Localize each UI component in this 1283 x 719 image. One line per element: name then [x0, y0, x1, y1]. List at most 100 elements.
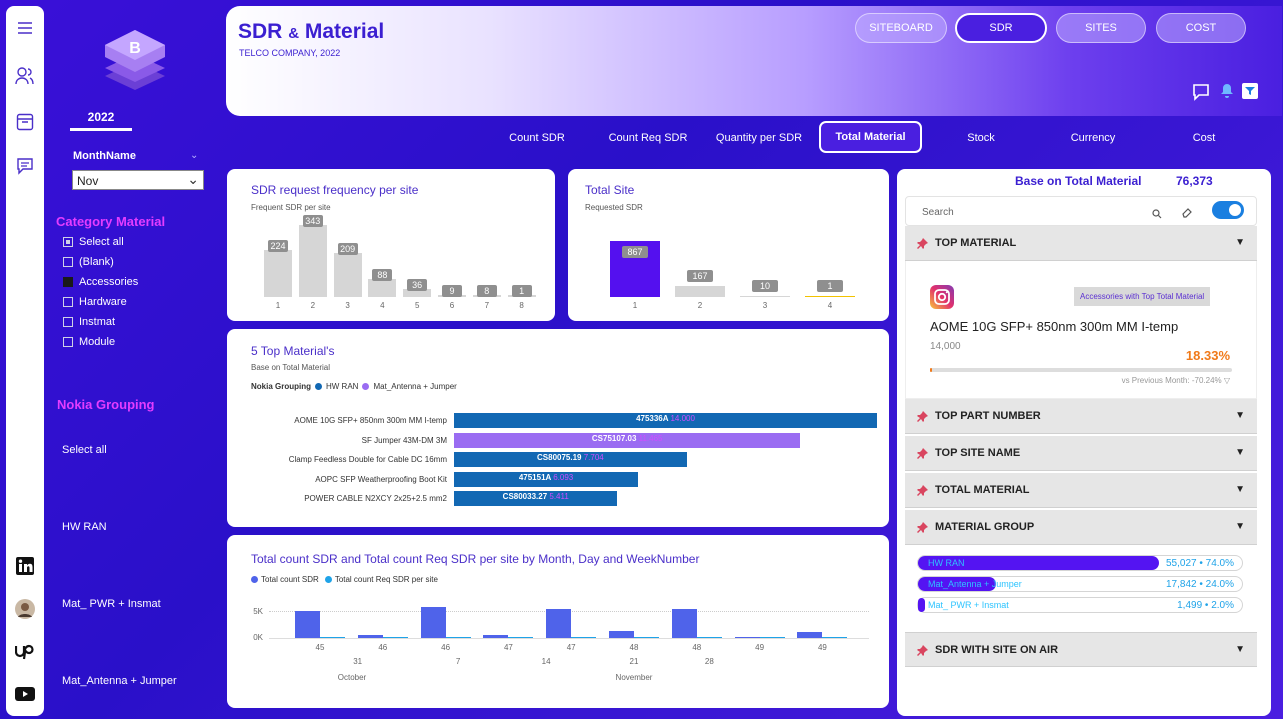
chart-title: SDR request frequency per site [251, 183, 419, 197]
linkedin-icon[interactable] [15, 556, 35, 576]
bar [403, 289, 432, 297]
checkbox[interactable] [63, 337, 73, 347]
tab-quantity-per-sdr[interactable]: Quantity per SDR [715, 132, 803, 144]
archive-icon[interactable] [15, 112, 35, 132]
icon-rail [6, 6, 44, 716]
tick-label: October [337, 673, 367, 682]
category-item-module[interactable]: Module [63, 336, 115, 348]
nav-siteboard[interactable]: SITEBOARD [855, 13, 947, 43]
checkbox[interactable] [63, 257, 73, 267]
sdr-timeline-card: Total count SDR and Total count Req SDR … [227, 535, 889, 708]
tab-count-req-sdr[interactable]: Count Req SDR [608, 132, 688, 144]
bar [634, 637, 659, 638]
tick-label: 14 [541, 657, 551, 666]
menu-icon[interactable] [15, 18, 35, 38]
filter-panel: B 2022 MonthName ⌄ Nov ⌄ Category Materi… [50, 6, 220, 716]
legend-item: HW RAN [326, 382, 359, 391]
bar [675, 286, 725, 297]
section-top-site-name[interactable]: TOP SITE NAME ▼ [905, 436, 1257, 471]
category-item-accessories[interactable]: Accessories [63, 276, 138, 288]
month-select[interactable]: Nov ⌄ [72, 170, 204, 190]
checkbox[interactable] [63, 277, 73, 287]
tab-currency[interactable]: Currency [1070, 132, 1116, 144]
comment-icon[interactable] [1192, 83, 1210, 101]
material-group-value: 1,499 • 2.0% [1177, 600, 1234, 611]
youtube-icon[interactable] [15, 684, 35, 704]
chat-icon[interactable] [15, 156, 35, 176]
category-item-instmat[interactable]: Instmat [63, 316, 115, 328]
section-label: TOP MATERIAL [935, 237, 1017, 249]
section-label: MATERIAL GROUP [935, 521, 1035, 533]
category-item-blank[interactable]: (Blank) [63, 256, 114, 268]
toggle-switch[interactable] [1212, 201, 1244, 219]
month-filter-label: MonthName [73, 150, 136, 162]
title-part: Material [304, 20, 385, 43]
category-item-hardware[interactable]: Hardware [63, 296, 127, 308]
material-group-fill [918, 598, 925, 612]
chart-subtitle: Frequent SDR per site [251, 203, 331, 212]
title-amp: & [288, 25, 300, 42]
header-banner: SDR & Material TELCO COMPANY, 2022 SITEB… [226, 6, 1282, 116]
tab-stock[interactable]: Stock [967, 132, 995, 144]
material-group-bar[interactable]: HW RAN 55,027 • 74.0% [917, 555, 1243, 571]
users-icon[interactable] [15, 66, 35, 86]
tick-label: 2 [310, 301, 316, 310]
material-group-bar[interactable]: Mat_Antenna + Jumper 17,842 • 24.0% [917, 576, 1243, 592]
legend-title: Nokia Grouping [251, 382, 311, 391]
section-top-material[interactable]: TOP MATERIAL ▼ [905, 226, 1257, 261]
material-group-bar[interactable]: Mat_ PWR + Insmat 1,499 • 2.0% [917, 597, 1243, 613]
panel-title: Base on Total Material [1015, 174, 1142, 188]
section-total-material[interactable]: TOTAL MATERIAL ▼ [905, 473, 1257, 508]
bell-icon[interactable] [1219, 83, 1237, 101]
checkbox[interactable] [63, 237, 73, 247]
chevron-down-icon[interactable]: ⌄ [190, 150, 199, 161]
checkbox[interactable] [63, 317, 73, 327]
progress-fill [930, 368, 932, 372]
y-tick-label: 5K [253, 607, 263, 616]
bar [420, 607, 446, 638]
tick-label: 31 [353, 657, 363, 666]
avatar[interactable] [15, 599, 35, 619]
chart-title: Total Site [585, 183, 635, 197]
title-part: SDR [238, 20, 283, 43]
month-select-value: Nov [77, 174, 99, 188]
checkbox[interactable] [63, 297, 73, 307]
data-label: 9 [442, 285, 462, 297]
section-sdr-with-site-on-air[interactable]: SDR WITH SITE ON AIR ▼ [905, 632, 1257, 667]
year-filter[interactable]: 2022 [87, 110, 115, 124]
category-item-select-all[interactable]: Select all [63, 236, 124, 248]
tick-label: 7 [455, 657, 461, 666]
category-item-label: Instmat [79, 316, 116, 328]
legend: Nokia Grouping HW RAN Mat_Antenna + Jump… [251, 382, 457, 391]
bar [696, 636, 722, 638]
bar [333, 253, 362, 297]
search-icon[interactable] [1152, 206, 1162, 224]
nav-sites[interactable]: SITES [1056, 13, 1146, 43]
legend-dot [324, 576, 332, 583]
tick-label: 1 [275, 301, 281, 310]
tab-total-material[interactable]: Total Material [819, 121, 922, 153]
data-label: 224 [268, 239, 288, 252]
tick-label: November [615, 673, 653, 682]
upwork-icon[interactable] [15, 642, 35, 662]
category-item-label: Accessories [79, 276, 139, 288]
nokia-item-antenna-jumper[interactable]: Mat_Antenna + Jumper [62, 675, 177, 687]
nokia-item-hw-ran[interactable]: HW RAN [62, 521, 107, 533]
eraser-icon[interactable] [1181, 205, 1193, 223]
material-group-value: 55,027 • 74.0% [1166, 558, 1234, 569]
tab-cost[interactable]: Cost [1192, 132, 1216, 144]
bar [822, 637, 848, 638]
section-material-group[interactable]: MATERIAL GROUP ▼ [905, 510, 1257, 545]
nokia-item-pwr-insmat[interactable]: Mat_ PWR + Insmat [62, 598, 161, 610]
tick-label: 8 [519, 301, 524, 310]
bar [734, 636, 760, 638]
nav-sdr[interactable]: SDR [955, 13, 1047, 43]
tab-count-sdr[interactable]: Count SDR [509, 132, 565, 144]
section-top-part-number[interactable]: TOP PART NUMBER ▼ [905, 399, 1257, 434]
search-input[interactable]: Search [922, 207, 954, 218]
nokia-item-select-all[interactable]: Select all [62, 444, 107, 456]
nav-cost[interactable]: COST [1156, 13, 1246, 43]
filter-icon[interactable] [1242, 83, 1260, 101]
tick-label: 5 [414, 301, 420, 310]
search-box[interactable]: Search [905, 196, 1257, 226]
